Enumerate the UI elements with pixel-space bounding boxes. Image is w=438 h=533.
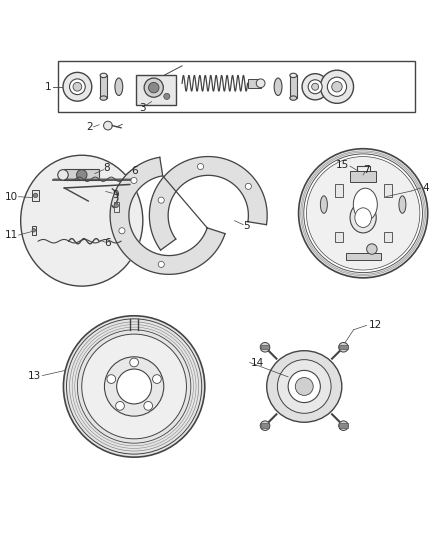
Ellipse shape xyxy=(350,203,376,233)
Circle shape xyxy=(312,83,318,90)
Circle shape xyxy=(339,343,348,352)
Circle shape xyxy=(64,316,205,457)
Bar xyxy=(384,232,392,241)
Bar xyxy=(350,171,376,182)
Bar xyxy=(339,424,348,428)
Circle shape xyxy=(58,169,68,180)
Circle shape xyxy=(164,93,170,100)
Text: 6: 6 xyxy=(105,238,111,248)
Circle shape xyxy=(148,83,159,93)
Circle shape xyxy=(307,157,420,270)
Circle shape xyxy=(302,74,328,100)
Ellipse shape xyxy=(320,196,327,213)
Ellipse shape xyxy=(115,78,123,95)
Ellipse shape xyxy=(355,208,371,228)
Bar xyxy=(335,184,343,197)
Bar xyxy=(113,202,119,212)
Circle shape xyxy=(63,72,92,101)
Circle shape xyxy=(73,83,82,91)
Circle shape xyxy=(152,375,161,383)
Text: 8: 8 xyxy=(103,163,110,173)
Circle shape xyxy=(299,149,428,278)
Ellipse shape xyxy=(267,351,342,422)
Text: 6: 6 xyxy=(132,166,138,175)
Circle shape xyxy=(70,79,85,95)
Circle shape xyxy=(367,244,377,254)
Circle shape xyxy=(82,334,187,439)
Bar xyxy=(247,79,261,87)
Circle shape xyxy=(144,401,152,410)
Circle shape xyxy=(327,77,346,96)
Ellipse shape xyxy=(399,196,406,213)
Ellipse shape xyxy=(295,377,313,395)
Circle shape xyxy=(198,164,204,169)
Bar xyxy=(261,345,269,350)
Bar xyxy=(335,232,343,241)
Circle shape xyxy=(308,80,322,94)
Circle shape xyxy=(144,78,163,97)
Ellipse shape xyxy=(288,370,320,402)
Polygon shape xyxy=(110,157,225,274)
Circle shape xyxy=(332,82,342,92)
Bar xyxy=(32,190,39,201)
Text: 11: 11 xyxy=(4,230,18,240)
Circle shape xyxy=(77,169,87,180)
Circle shape xyxy=(119,228,125,234)
Circle shape xyxy=(339,421,348,431)
Text: 10: 10 xyxy=(4,192,18,201)
Ellipse shape xyxy=(274,78,282,95)
Bar xyxy=(339,345,348,350)
Circle shape xyxy=(260,343,270,352)
Circle shape xyxy=(116,401,124,410)
Bar xyxy=(136,75,176,104)
Ellipse shape xyxy=(277,360,331,413)
Text: 12: 12 xyxy=(368,320,381,330)
Text: 13: 13 xyxy=(28,370,41,381)
Circle shape xyxy=(117,369,152,404)
Text: 14: 14 xyxy=(251,358,264,368)
Bar xyxy=(290,75,297,98)
Circle shape xyxy=(320,70,353,103)
Bar xyxy=(384,184,392,197)
Circle shape xyxy=(104,357,164,416)
Text: 5: 5 xyxy=(243,221,250,231)
Circle shape xyxy=(158,261,164,268)
Ellipse shape xyxy=(290,73,297,78)
Bar xyxy=(100,75,107,98)
Bar xyxy=(58,61,416,111)
Circle shape xyxy=(245,183,251,189)
Text: 3: 3 xyxy=(140,103,146,113)
Circle shape xyxy=(103,121,112,130)
Ellipse shape xyxy=(100,73,107,78)
Circle shape xyxy=(131,177,137,183)
Bar xyxy=(346,253,381,261)
Bar xyxy=(64,169,99,180)
Circle shape xyxy=(304,154,423,272)
Bar xyxy=(261,424,269,428)
Text: 4: 4 xyxy=(422,183,429,193)
Ellipse shape xyxy=(290,96,297,100)
Text: 7: 7 xyxy=(363,165,370,175)
Circle shape xyxy=(114,203,118,208)
Circle shape xyxy=(32,229,35,232)
Circle shape xyxy=(130,358,138,367)
Circle shape xyxy=(33,193,38,198)
Circle shape xyxy=(260,421,270,431)
Text: 9: 9 xyxy=(112,190,119,199)
Circle shape xyxy=(107,375,116,383)
Polygon shape xyxy=(149,157,267,250)
Text: 15: 15 xyxy=(336,160,349,170)
Ellipse shape xyxy=(353,188,377,221)
Ellipse shape xyxy=(100,96,107,100)
Circle shape xyxy=(256,79,265,87)
Bar xyxy=(32,226,36,235)
Ellipse shape xyxy=(21,155,143,286)
Circle shape xyxy=(158,197,164,203)
Text: 2: 2 xyxy=(86,122,93,132)
Text: 1: 1 xyxy=(45,82,51,92)
